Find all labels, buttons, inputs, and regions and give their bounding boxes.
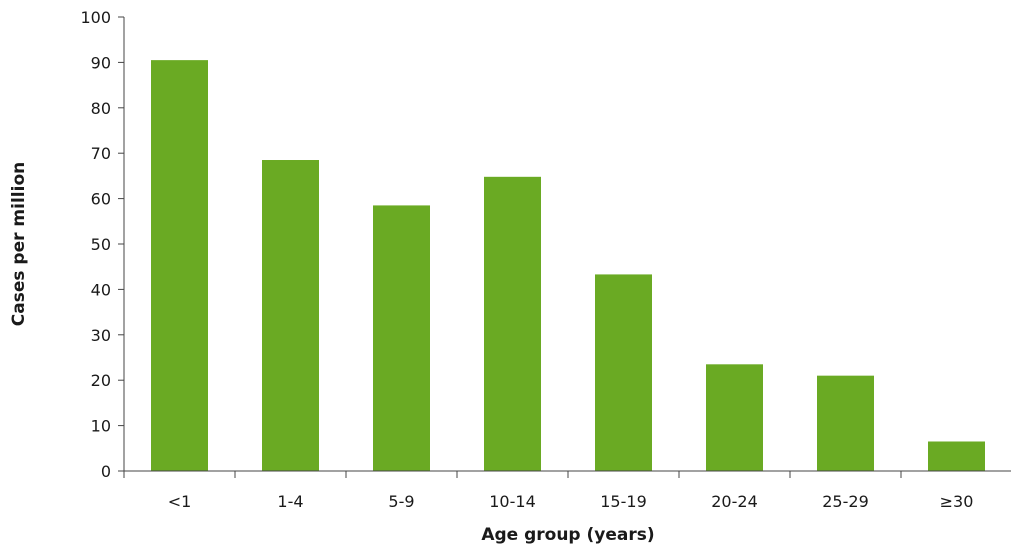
x-tick-label: 15-19 [600, 492, 647, 511]
bar-6 [817, 375, 874, 471]
y-tick-label: 20 [91, 371, 111, 390]
bar-4 [595, 274, 652, 471]
bar-5 [706, 364, 763, 471]
y-axis: 0 10 20 30 40 50 60 70 80 90 100 [80, 8, 125, 481]
x-tick-label: 10-14 [489, 492, 536, 511]
x-tick-label: 25-29 [822, 492, 869, 511]
x-tick-label: 20-24 [711, 492, 758, 511]
bar-2 [373, 205, 430, 471]
y-tick-label: 60 [91, 190, 111, 209]
y-tick-label: 10 [91, 417, 111, 436]
y-axis-title: Cases per million [9, 162, 29, 326]
y-tick-label: 30 [91, 326, 111, 345]
y-tick-label: 0 [101, 462, 111, 481]
y-tick-label: 70 [91, 144, 111, 163]
bar-0 [151, 60, 208, 471]
x-tick-label: <1 [168, 492, 192, 511]
y-tick-label: 90 [91, 53, 111, 72]
x-tick-label: 5-9 [388, 492, 414, 511]
bar-1 [262, 160, 319, 471]
bar-7 [928, 441, 985, 471]
x-tick-label: 1-4 [277, 492, 303, 511]
y-tick-label: 80 [91, 99, 111, 118]
x-axis-title: Age group (years) [481, 525, 654, 545]
bar-3 [484, 176, 541, 471]
y-tick-label: 40 [91, 280, 111, 299]
bars-group [151, 60, 985, 471]
y-tick-label: 100 [80, 8, 111, 27]
y-tick-label: 50 [91, 235, 111, 254]
x-tick-label: ≥30 [940, 492, 974, 511]
x-axis: <1 1-4 5-9 10-14 15-19 20-24 25-29 ≥30 [123, 470, 1011, 511]
